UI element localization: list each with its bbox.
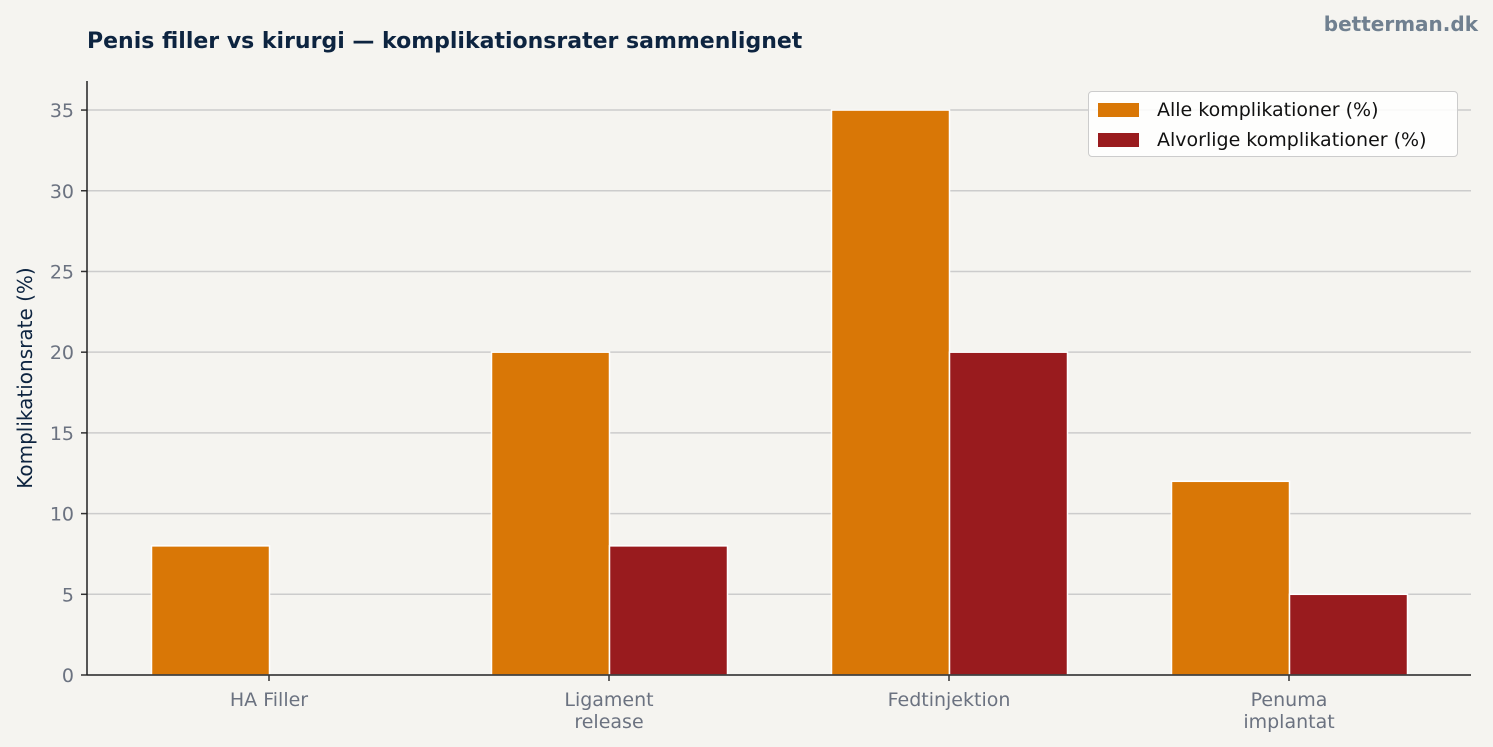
legend-swatch-all: [1098, 103, 1139, 117]
x-tick-label: HA Filler: [230, 689, 308, 711]
bar-severe: [948, 351, 1069, 676]
bar-all: [490, 351, 611, 676]
legend-label-severe: Alvorlige komplikationer (%): [1157, 129, 1427, 151]
bar-all: [830, 109, 951, 676]
legend-item-severe: Alvorlige komplikationer (%): [1098, 128, 1427, 152]
legend-label-all: Alle komplikationer (%): [1157, 99, 1379, 121]
x-tick-label: Fedtinjektion: [888, 689, 1011, 711]
y-tick-label: 15: [50, 423, 74, 445]
bar-severe: [608, 545, 729, 676]
bar-severe: [1288, 593, 1409, 676]
x-tick-label: Ligament release: [564, 689, 653, 733]
y-tick-label: 0: [62, 665, 74, 687]
watermark: betterman.dk: [1323, 12, 1478, 36]
bar-all: [1170, 480, 1291, 676]
y-tick-label: 35: [50, 100, 74, 122]
y-tick-label: 25: [50, 261, 74, 283]
y-tick-label: 30: [50, 181, 74, 203]
chart-title: Penis filler vs kirurgi — komplikationsr…: [87, 29, 803, 54]
legend: Alle komplikationer (%) Alvorlige kompli…: [1088, 91, 1458, 157]
y-tick-label: 20: [50, 342, 74, 364]
y-tick-label: 5: [62, 584, 74, 606]
x-tick-label: Penuma implantat: [1243, 689, 1334, 733]
legend-item-all: Alle komplikationer (%): [1098, 98, 1379, 122]
y-tick-label: 10: [50, 504, 74, 526]
bar-all: [150, 545, 271, 676]
legend-swatch-severe: [1098, 133, 1139, 147]
